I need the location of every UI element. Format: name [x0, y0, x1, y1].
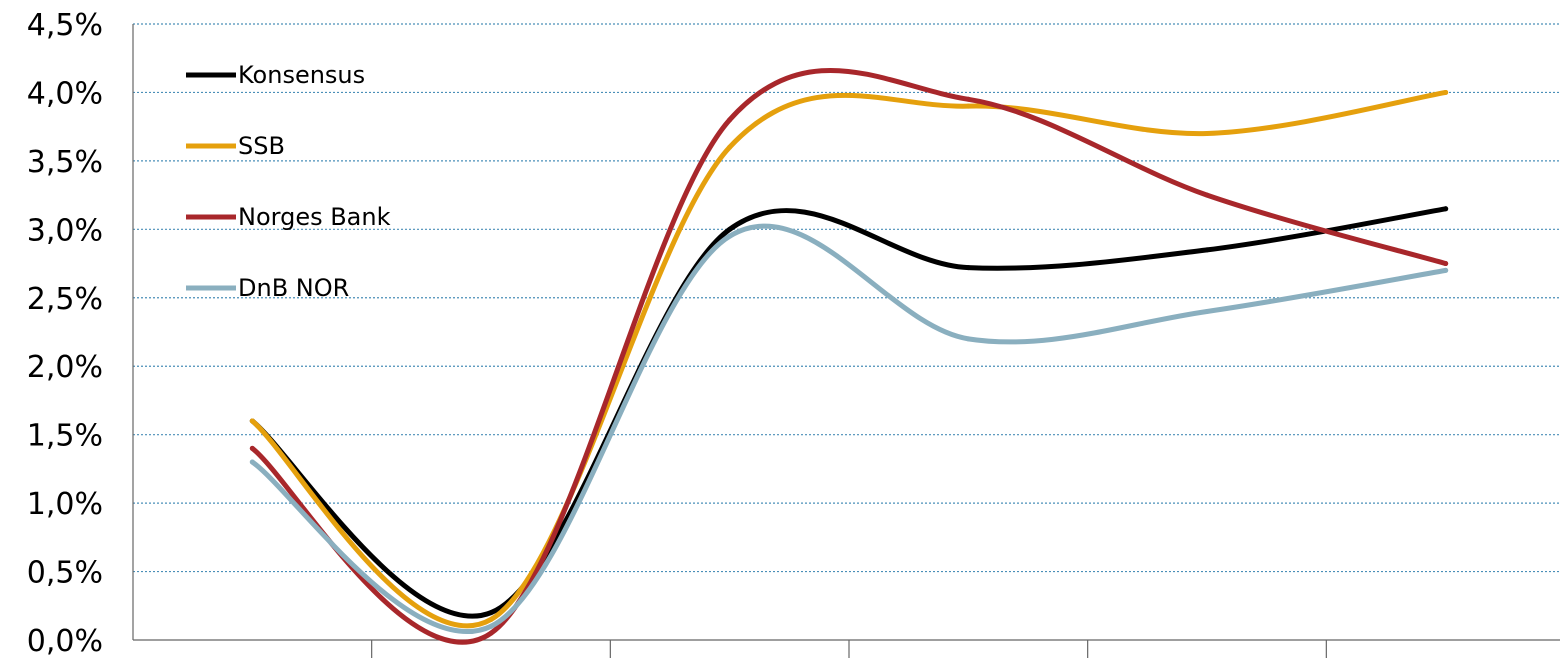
axes — [132, 24, 1560, 658]
series-line-dnb-nor — [249, 223, 1449, 635]
data-point-norges-bank — [488, 630, 494, 636]
y-tick-label: 2,5% — [27, 282, 103, 317]
y-tick-label: 4,0% — [27, 76, 103, 111]
data-point-dnb-nor — [965, 336, 971, 342]
legend-label-ssb: SSB — [238, 132, 285, 160]
data-point-konsensus — [1204, 247, 1210, 253]
gridlines — [133, 23, 1560, 573]
series-line-norges-bank — [249, 68, 1449, 645]
data-point-ssb — [965, 103, 971, 109]
legend: Konsensus SSB Norges Bank DnB NOR — [186, 61, 391, 302]
data-point-dnb-nor — [1204, 308, 1210, 314]
series-lines — [249, 68, 1449, 645]
data-point-ssb — [488, 616, 494, 622]
y-tick-label: 1,0% — [27, 487, 103, 522]
data-point-norges-bank — [727, 117, 733, 123]
legend-label-norges-bank: Norges Bank — [238, 203, 391, 231]
legend-label-dnb-nor: DnB NOR — [238, 274, 349, 302]
data-point-ssb — [249, 418, 255, 424]
data-point-ssb — [1443, 89, 1449, 95]
y-axis-ticks: 0,0% 0,5% 1,0% 1,5% 2,0% 2,5% 3,0% 3,5% 4,0% 4,5% — [27, 8, 103, 658]
y-tick-label: 3,5% — [27, 145, 103, 180]
data-point-ssb — [727, 144, 733, 150]
y-tick-label: 0,5% — [27, 556, 103, 591]
y-tick-label: 1,5% — [27, 419, 103, 454]
y-tick-label: 2,0% — [27, 350, 103, 385]
data-point-dnb-nor — [488, 623, 494, 629]
data-point-konsensus — [1443, 206, 1449, 212]
data-point-dnb-nor — [1443, 267, 1449, 273]
data-point-dnb-nor — [727, 233, 733, 239]
data-point-konsensus — [965, 265, 971, 271]
data-point-norges-bank — [965, 96, 971, 102]
y-tick-label: 3,0% — [27, 213, 103, 248]
legend-label-konsensus: Konsensus — [238, 61, 365, 89]
y-tick-label: 0,0% — [27, 624, 103, 658]
data-point-norges-bank — [1443, 261, 1449, 267]
data-point-konsensus — [727, 226, 733, 232]
y-tick-label: 4,5% — [27, 8, 103, 43]
data-point-ssb — [1204, 131, 1210, 137]
series-line-ssb — [249, 89, 1449, 629]
data-point-dnb-nor — [249, 459, 255, 465]
data-point-norges-bank — [1204, 192, 1210, 198]
data-point-norges-bank — [249, 445, 255, 451]
data-point-konsensus — [488, 610, 494, 616]
series-line-konsensus — [249, 206, 1449, 619]
